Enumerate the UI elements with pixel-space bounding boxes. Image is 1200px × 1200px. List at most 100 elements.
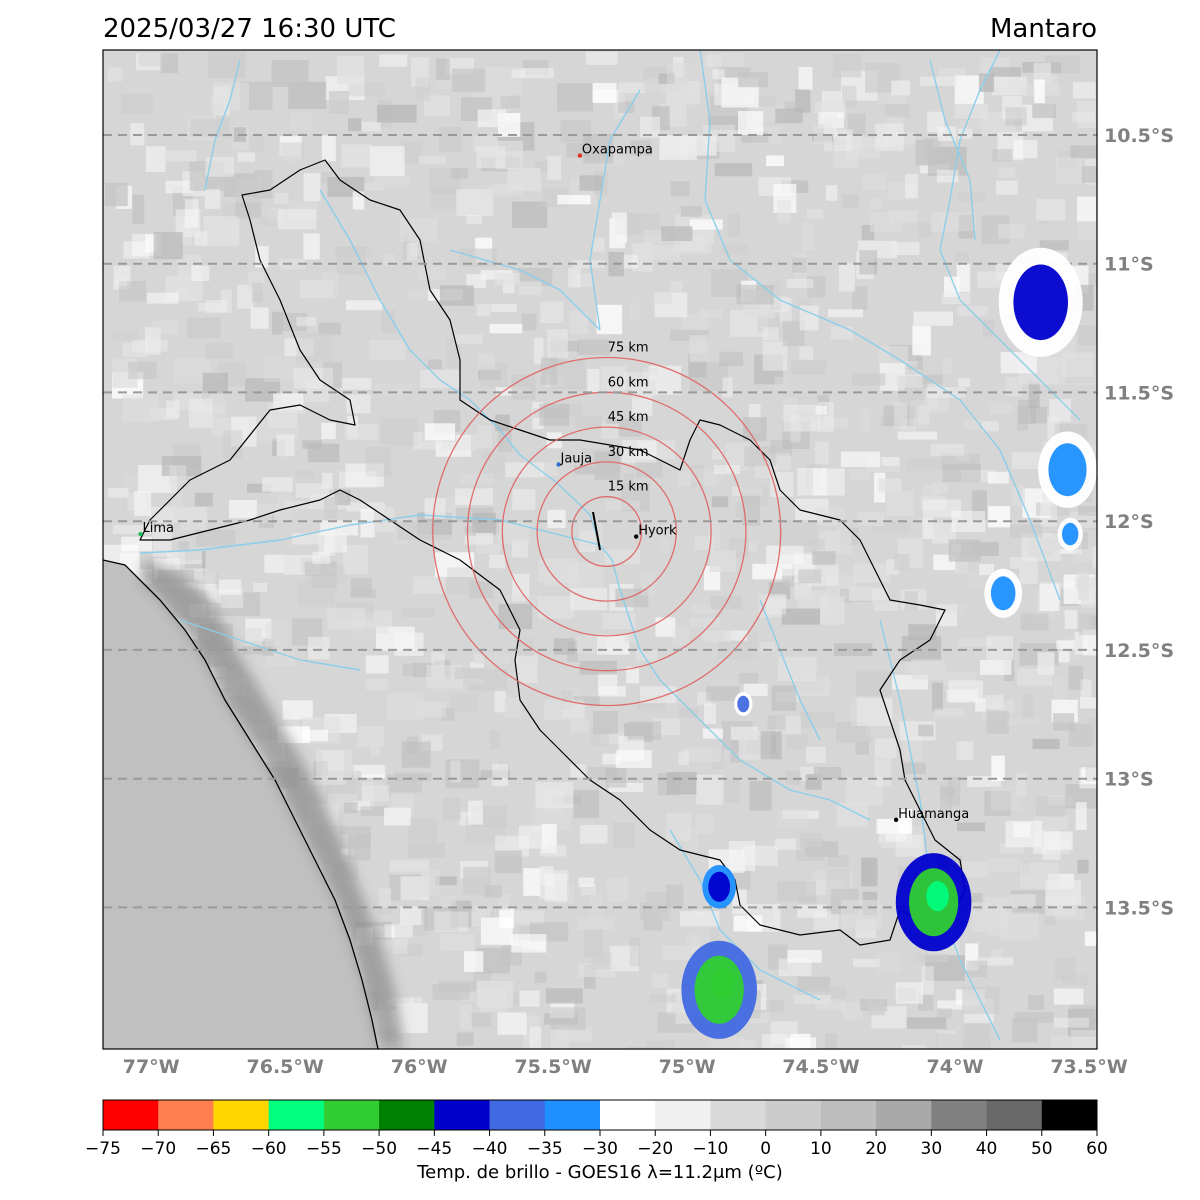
cloud-pixel bbox=[566, 143, 590, 158]
range-ring-label: 30 km bbox=[608, 445, 649, 460]
cloud-pixel bbox=[411, 57, 429, 88]
cloud-pixel bbox=[721, 244, 748, 255]
cloud-pixel bbox=[618, 101, 635, 113]
cloud-pixel bbox=[643, 367, 659, 376]
cloud-pixel bbox=[640, 573, 656, 596]
cloud-pixel bbox=[735, 502, 749, 518]
cloud-pixel bbox=[1077, 572, 1089, 601]
cloud-pixel bbox=[579, 660, 617, 675]
colorbar-tick-label: 0 bbox=[760, 1139, 771, 1159]
cloud-pixel bbox=[650, 994, 677, 1003]
cloud-pixel bbox=[655, 292, 673, 305]
cloud-pixel bbox=[1036, 199, 1066, 221]
cloud-pixel bbox=[1089, 615, 1097, 629]
cloud-pixel bbox=[654, 292, 688, 318]
cloud-pixel bbox=[464, 951, 484, 972]
cloud-pixel bbox=[812, 870, 853, 891]
cloud-pixel bbox=[824, 1032, 838, 1049]
cloud-pixel bbox=[454, 488, 493, 505]
cloud-pixel bbox=[173, 287, 187, 300]
cloud-pixel bbox=[1005, 377, 1023, 397]
cloud-pixel bbox=[942, 463, 981, 483]
cloud-pixel bbox=[387, 692, 424, 720]
cloud-pixel bbox=[851, 136, 889, 147]
cloud-pixel bbox=[440, 933, 475, 951]
cloud-pixel bbox=[797, 467, 828, 496]
cloud-pixel bbox=[489, 554, 506, 569]
cloud-pixel bbox=[602, 613, 636, 630]
cloud-pixel bbox=[944, 276, 960, 297]
cloud-pixel bbox=[277, 394, 305, 414]
cloud-pixel bbox=[1034, 79, 1045, 104]
cloud-pixel bbox=[659, 538, 670, 554]
cloud-pixel bbox=[812, 468, 845, 496]
cloud-pixel bbox=[575, 416, 602, 428]
cloud-pixel bbox=[348, 118, 362, 132]
cloud-pixel bbox=[489, 323, 523, 334]
cloud-pixel bbox=[1050, 1035, 1071, 1049]
cloud-pixel bbox=[778, 958, 812, 976]
colorbar-label: Temp. de brillo - GOES16 λ=11.2μm (ºC) bbox=[417, 1162, 783, 1183]
cloud-pixel bbox=[948, 776, 961, 806]
colorbar-swatch bbox=[158, 1100, 214, 1130]
cloud-pixel bbox=[264, 554, 285, 574]
cloud-pixel bbox=[782, 320, 805, 347]
cloud-pixel bbox=[208, 51, 246, 78]
cloud-pixel bbox=[495, 414, 510, 432]
cloud-pixel bbox=[708, 116, 746, 130]
cloud-pixel bbox=[1053, 988, 1084, 1005]
cloud-pixel bbox=[439, 127, 462, 153]
cloud-pixel bbox=[104, 182, 128, 207]
cloud-pixel bbox=[237, 152, 255, 162]
cloud-pixel bbox=[909, 399, 930, 430]
cloud-pixel bbox=[113, 276, 127, 286]
cloud-pixel bbox=[178, 541, 189, 563]
cloud-pixel bbox=[1020, 613, 1049, 631]
cloud-pixel bbox=[899, 366, 929, 375]
cloud-pixel bbox=[295, 470, 315, 479]
colorbar-tick-label: 60 bbox=[1086, 1139, 1108, 1159]
cloud-pixel bbox=[345, 463, 384, 487]
cloud-pixel bbox=[1034, 814, 1068, 830]
cloud-pixel bbox=[486, 653, 510, 665]
cloud-pixel bbox=[346, 300, 383, 311]
colorbar-tick-label: −70 bbox=[140, 1139, 176, 1159]
cloud-pixel bbox=[783, 398, 819, 410]
cloud-pixel bbox=[670, 281, 683, 292]
cloud-pixel bbox=[739, 1040, 757, 1049]
cloud-pixel bbox=[1085, 718, 1097, 742]
cloud-pixel bbox=[885, 832, 907, 842]
cloud-pixel bbox=[849, 469, 871, 480]
cloud-pixel bbox=[400, 906, 422, 925]
cloud-pixel bbox=[711, 496, 729, 507]
cloud-pixel bbox=[302, 729, 328, 742]
cloud-pixel bbox=[394, 632, 424, 656]
cloud-pixel bbox=[799, 346, 813, 360]
cloud-pixel bbox=[431, 187, 464, 209]
cloud-pixel bbox=[680, 911, 720, 927]
longitude-label: 76°W bbox=[391, 1056, 448, 1078]
cloud-pixel bbox=[1013, 139, 1038, 159]
cloud-pixel bbox=[589, 895, 604, 924]
cloud-pixel bbox=[685, 468, 724, 484]
cloud-pixel bbox=[203, 216, 240, 246]
colorbar-swatch bbox=[268, 1100, 325, 1130]
cloud-pixel bbox=[774, 838, 802, 850]
cloud-pixel bbox=[119, 281, 147, 302]
cloud-pixel bbox=[568, 562, 604, 589]
cloud-pixel bbox=[770, 439, 793, 456]
cloud-pixel bbox=[250, 307, 269, 329]
cloud-pixel bbox=[923, 357, 952, 375]
cloud-pixel bbox=[851, 697, 886, 727]
cloud-pixel bbox=[255, 245, 269, 268]
cloud-pixel bbox=[540, 301, 564, 324]
city-marker bbox=[556, 462, 561, 467]
cloud-pixel bbox=[632, 386, 653, 417]
cloud-pixel bbox=[937, 1008, 952, 1018]
cold-cell-core bbox=[1048, 443, 1087, 497]
cloud-pixel bbox=[873, 602, 899, 612]
cloud-pixel bbox=[906, 1017, 947, 1029]
cloud-pixel bbox=[992, 149, 1013, 162]
colorbar-tick-label: −10 bbox=[692, 1139, 728, 1159]
cloud-pixel bbox=[919, 76, 957, 86]
